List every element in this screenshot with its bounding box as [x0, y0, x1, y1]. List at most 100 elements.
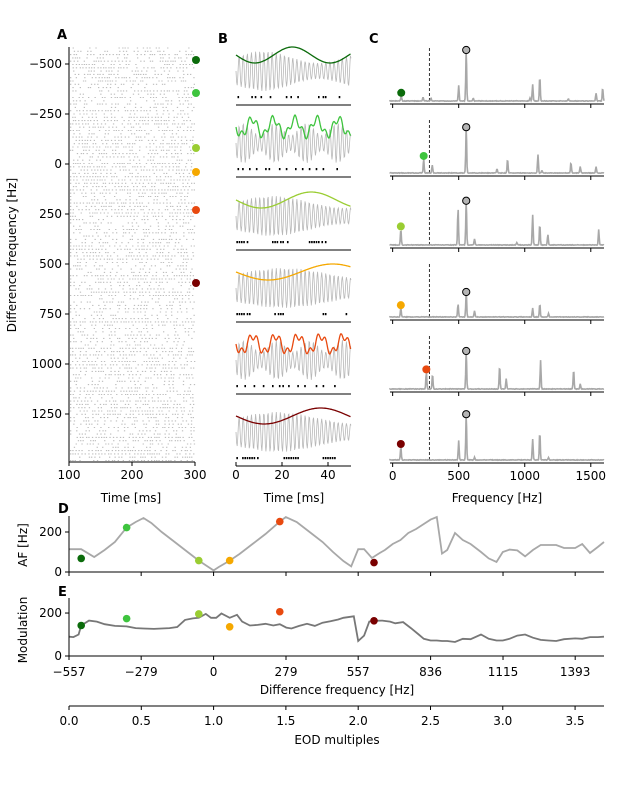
panel-eod-axis: 0.0 0.5 1.0 1.5 2.0 2.5 3.0 3.5 EOD multiples: [59, 705, 604, 747]
spike-b: [246, 241, 249, 244]
spike-b: [301, 168, 304, 171]
spike-b: [315, 241, 318, 244]
tick-label-a-x: 100: [58, 468, 81, 482]
panel-e: 0 200 Modulation −557 −279 0 279 557 836 1115 1393…: [16, 597, 605, 697]
spike-b: [251, 457, 253, 460]
marker-a-darkgreen: [192, 56, 200, 64]
tick-label-a-y: 750: [39, 307, 62, 321]
spike-b: [272, 241, 274, 244]
spike-b: [253, 385, 256, 388]
tick-label-c-x: 500: [447, 469, 470, 483]
spike-b: [277, 313, 280, 316]
spike-b: [242, 168, 244, 171]
envelope-b-2: [235, 114, 352, 140]
spike-b: [322, 313, 325, 316]
envelope-b-3: [235, 191, 351, 209]
xlabel-a: Time [ms]: [100, 491, 162, 505]
tick-label-e-x: 557: [347, 665, 370, 679]
marker-e-orange: [225, 622, 234, 631]
spike-b: [243, 241, 245, 244]
marker-c-red: [422, 365, 431, 374]
spike-b: [338, 96, 341, 99]
marker-a-olive: [192, 144, 200, 152]
spike-b: [285, 457, 288, 460]
spike-b: [318, 241, 320, 244]
marker-c-darkred: [396, 440, 405, 448]
tick-label-a-y: 500: [39, 257, 62, 271]
tick-label-a-y: −500: [29, 57, 62, 71]
tick-label-eod: 0.5: [132, 714, 151, 728]
tick-label-a-y: 1000: [31, 357, 62, 371]
tick-label-eod: 3.5: [566, 714, 585, 728]
panel-letter-d: D: [58, 502, 69, 517]
tick-label-e-x: 1393: [560, 665, 591, 679]
spike-b: [322, 96, 325, 99]
spike-b: [321, 241, 324, 244]
spike-b: [304, 385, 306, 388]
spike-b: [236, 313, 238, 316]
tick-label-eod: 2.0: [349, 714, 368, 728]
spike-b: [322, 385, 325, 388]
spike-b: [278, 385, 281, 388]
tick-label-e-y: 200: [39, 606, 62, 620]
spike-b: [324, 313, 327, 316]
spike-b: [265, 168, 267, 171]
marker-e-olive: [194, 610, 203, 618]
tick-label-a-y: −250: [29, 107, 62, 121]
tick-label-eod: 1.5: [276, 714, 295, 728]
spike-b: [336, 168, 338, 171]
signal-b-5: [235, 340, 352, 380]
marker-c-green: [419, 151, 428, 160]
panel-b: 0 20 40 Time [ms]: [232, 46, 352, 505]
spike-b: [295, 168, 297, 171]
spike-b: [257, 457, 259, 460]
xlabel-eod: EOD multiples: [294, 733, 379, 747]
spectrum-c-3: [389, 201, 605, 247]
tick-label-eod: 3.0: [493, 714, 512, 728]
signal-b-3: [235, 196, 352, 237]
eod-marker-c-3: [462, 196, 471, 205]
spike-b: [324, 96, 327, 99]
tick-label-e-x: −557: [53, 665, 86, 679]
spike-b: [249, 168, 251, 171]
spike-b: [251, 96, 253, 99]
spectrum-c-6: [389, 415, 605, 462]
marker-d-green: [122, 523, 131, 532]
spike-b: [334, 385, 336, 388]
spike-b: [331, 457, 334, 460]
spike-b: [269, 96, 272, 99]
marker-a-green: [192, 89, 200, 97]
marker-a-darkred: [192, 279, 200, 287]
spike-b: [255, 168, 258, 171]
spike-b: [297, 385, 299, 388]
spike-b: [282, 385, 284, 388]
spike-b: [297, 96, 299, 99]
spike-b: [318, 96, 320, 99]
panel-letter-a: A: [57, 28, 67, 43]
tick-label-e-x: 279: [275, 665, 298, 679]
spike-b: [254, 96, 257, 99]
spike-b: [290, 96, 292, 99]
tick-label-e-x: 1115: [488, 665, 519, 679]
marker-c-darkgreen: [397, 88, 406, 97]
spike-b: [297, 457, 299, 460]
xlabel-c: Frequency [Hz]: [452, 491, 543, 505]
tick-label-d-y: 200: [39, 525, 62, 539]
spike-b: [244, 385, 246, 388]
spike-b: [324, 241, 327, 244]
spike-b: [280, 313, 282, 316]
spectrum-c-1: [389, 51, 605, 103]
spectrum-c-5: [389, 351, 605, 391]
panel-a: −500 −250 0 250 500 750 1000 1250 100 200 300 Time …: [5, 47, 206, 505]
spike-b: [308, 168, 311, 171]
marker-e-green: [122, 614, 131, 623]
spike-b: [285, 168, 288, 171]
envelope-b-5: [235, 332, 352, 355]
spike-b: [292, 457, 295, 460]
spike-b: [288, 457, 290, 460]
envelope-b-6: [235, 407, 351, 425]
spike-b: [308, 241, 311, 244]
spike-b: [322, 457, 325, 460]
curve-e: [68, 612, 605, 643]
spike-b: [288, 385, 290, 388]
